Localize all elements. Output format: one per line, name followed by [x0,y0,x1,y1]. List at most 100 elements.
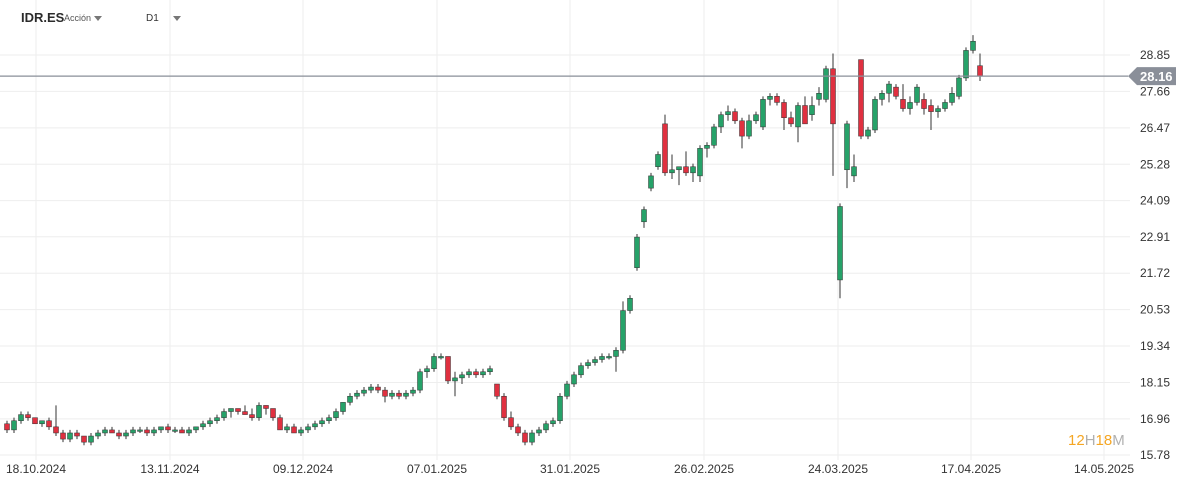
bullish-candle-body [648,175,654,189]
candle [683,151,689,176]
bullish-candle-body [697,148,703,177]
bullish-candle-body [676,166,682,171]
bearish-candle-body [774,96,780,103]
candle [186,426,192,437]
candle [760,96,766,130]
candle [872,96,878,134]
bearish-candle-body [116,432,122,437]
candle [179,426,185,434]
candle [816,87,822,106]
candle [725,105,731,121]
candle [627,295,633,314]
grid-lines [0,0,1130,460]
candle [102,426,108,437]
candle [39,420,45,427]
candle [781,99,787,130]
bullish-candle-body [361,389,367,394]
symbol-label[interactable]: IDR.ES [21,10,65,25]
bearish-candle-body [473,371,479,376]
candle [473,368,479,378]
timeframe-dropdown-caret-icon[interactable] [173,16,181,21]
candle [319,417,325,427]
candle [900,84,906,112]
bearish-candle-body [802,105,808,125]
bullish-candle-body [151,429,157,434]
candle [515,423,521,437]
bullish-candle-body [711,126,717,146]
bearish-candle-body [921,99,927,109]
candle [613,347,619,372]
candle [886,81,892,103]
bullish-candle-body [942,102,948,109]
bullish-candle-body [907,102,913,109]
bullish-candle-body [550,420,556,425]
x-tick-label: 09.12.2024 [273,462,333,476]
bullish-candle-body [725,111,731,115]
bullish-candle-body [865,129,871,137]
candle [60,429,66,443]
candle [18,411,24,424]
symbol-dropdown-caret-icon[interactable] [94,16,102,21]
bullish-candle-body [641,209,647,223]
bullish-candle-body [599,356,605,360]
bullish-candle-body [809,105,815,115]
bullish-candle-body [606,356,612,359]
bearish-candle-body [396,392,402,397]
candle [81,435,87,446]
candle [4,420,10,433]
candle [977,53,983,82]
bearish-candle-body [375,386,381,391]
candle [214,414,220,424]
bearish-candle-body [109,429,115,434]
bearish-candle-body [928,105,934,112]
candle [431,353,437,372]
bullish-candle-body [536,429,542,434]
candle [571,371,577,388]
candle [53,405,59,437]
bearish-candle-body [515,426,521,434]
candle [907,96,913,115]
y-tick-label: 18.15 [1140,375,1170,389]
bullish-candle-body [186,429,192,434]
candle [354,390,360,400]
bearish-candle-body [249,414,255,418]
bearish-candle-body [179,429,185,434]
x-tick-label: 18.10.2024 [6,462,66,476]
x-tick-label: 07.01.2025 [407,462,467,476]
bullish-candle-body [963,50,969,79]
bullish-candle-body [431,356,437,369]
bearish-candle-body [74,432,80,437]
logo-part-1: 12 [1068,432,1085,449]
candle [249,408,255,421]
bearish-candle-body [53,426,59,434]
bullish-candle-body [326,417,332,421]
logo-part-4: M [1112,432,1125,449]
x-tick-label: 31.01.2025 [540,462,600,476]
candle [732,108,738,124]
bearish-candle-body [60,432,66,440]
candle [543,420,549,433]
candle [921,93,927,115]
candle [298,426,304,437]
bearish-candle-body [270,408,276,418]
timeframe-label[interactable]: D1 [146,13,159,24]
candle [130,426,136,437]
bearish-candle-body [291,426,297,434]
bullish-candle-body [753,114,759,122]
candle [802,96,808,125]
candle [284,423,290,433]
bearish-candle-body [788,117,794,125]
candle [452,371,458,397]
bullish-candle-body [193,426,199,431]
bullish-candle-body [102,429,108,434]
candle [662,114,668,176]
candle [144,426,150,437]
bullish-candle-body [424,368,430,373]
bullish-candle-body [620,310,626,351]
bullish-candle-body [466,371,472,376]
candle [158,426,164,433]
x-tick-label: 13.11.2024 [140,462,199,476]
bullish-candle-body [487,368,493,373]
bullish-candle-body [298,429,304,434]
